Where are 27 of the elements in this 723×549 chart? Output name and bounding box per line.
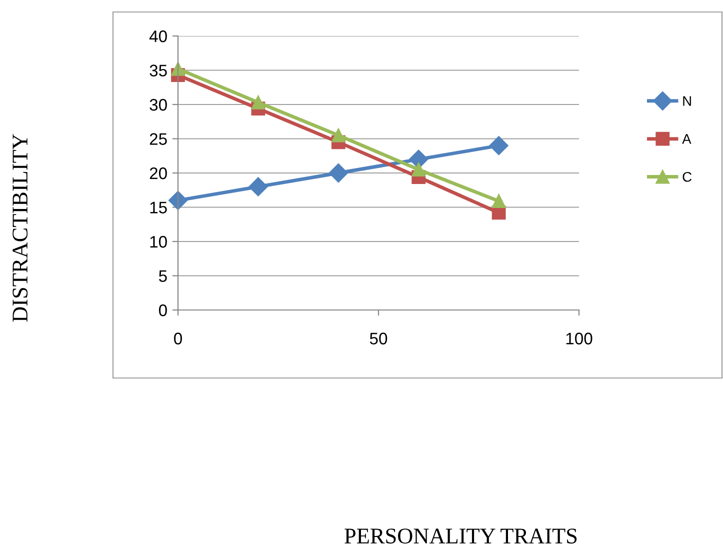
x-tick-label: 0	[174, 332, 182, 344]
y-tick-label: 0	[158, 304, 167, 316]
point	[251, 96, 266, 110]
point	[248, 177, 268, 196]
point	[331, 128, 346, 142]
y-tick-label: 20	[150, 167, 167, 180]
y-tick-label: 25	[150, 133, 167, 145]
y-tick-label: 10	[150, 236, 167, 248]
y-tick-label: 5	[158, 270, 167, 282]
point	[489, 136, 508, 156]
x-tick-label: 50	[370, 332, 388, 344]
text: DISTRACTIBILITY	[12, 134, 28, 322]
y-tick-label: 35	[150, 64, 167, 76]
point	[168, 190, 188, 210]
x-tick-label: 100	[566, 332, 592, 344]
text: PERSONALITY TRAITS	[344, 528, 577, 544]
point	[412, 162, 426, 177]
y-tick-label: 40	[149, 30, 167, 42]
legend-label: C	[682, 172, 692, 182]
legend-label: N	[683, 96, 691, 106]
y-tick-label: 30	[150, 98, 167, 111]
point	[328, 163, 348, 183]
point	[171, 62, 185, 76]
point	[409, 150, 428, 169]
legend-label: A	[682, 134, 692, 144]
point	[492, 194, 506, 208]
y-tick-label: 15	[150, 202, 167, 214]
